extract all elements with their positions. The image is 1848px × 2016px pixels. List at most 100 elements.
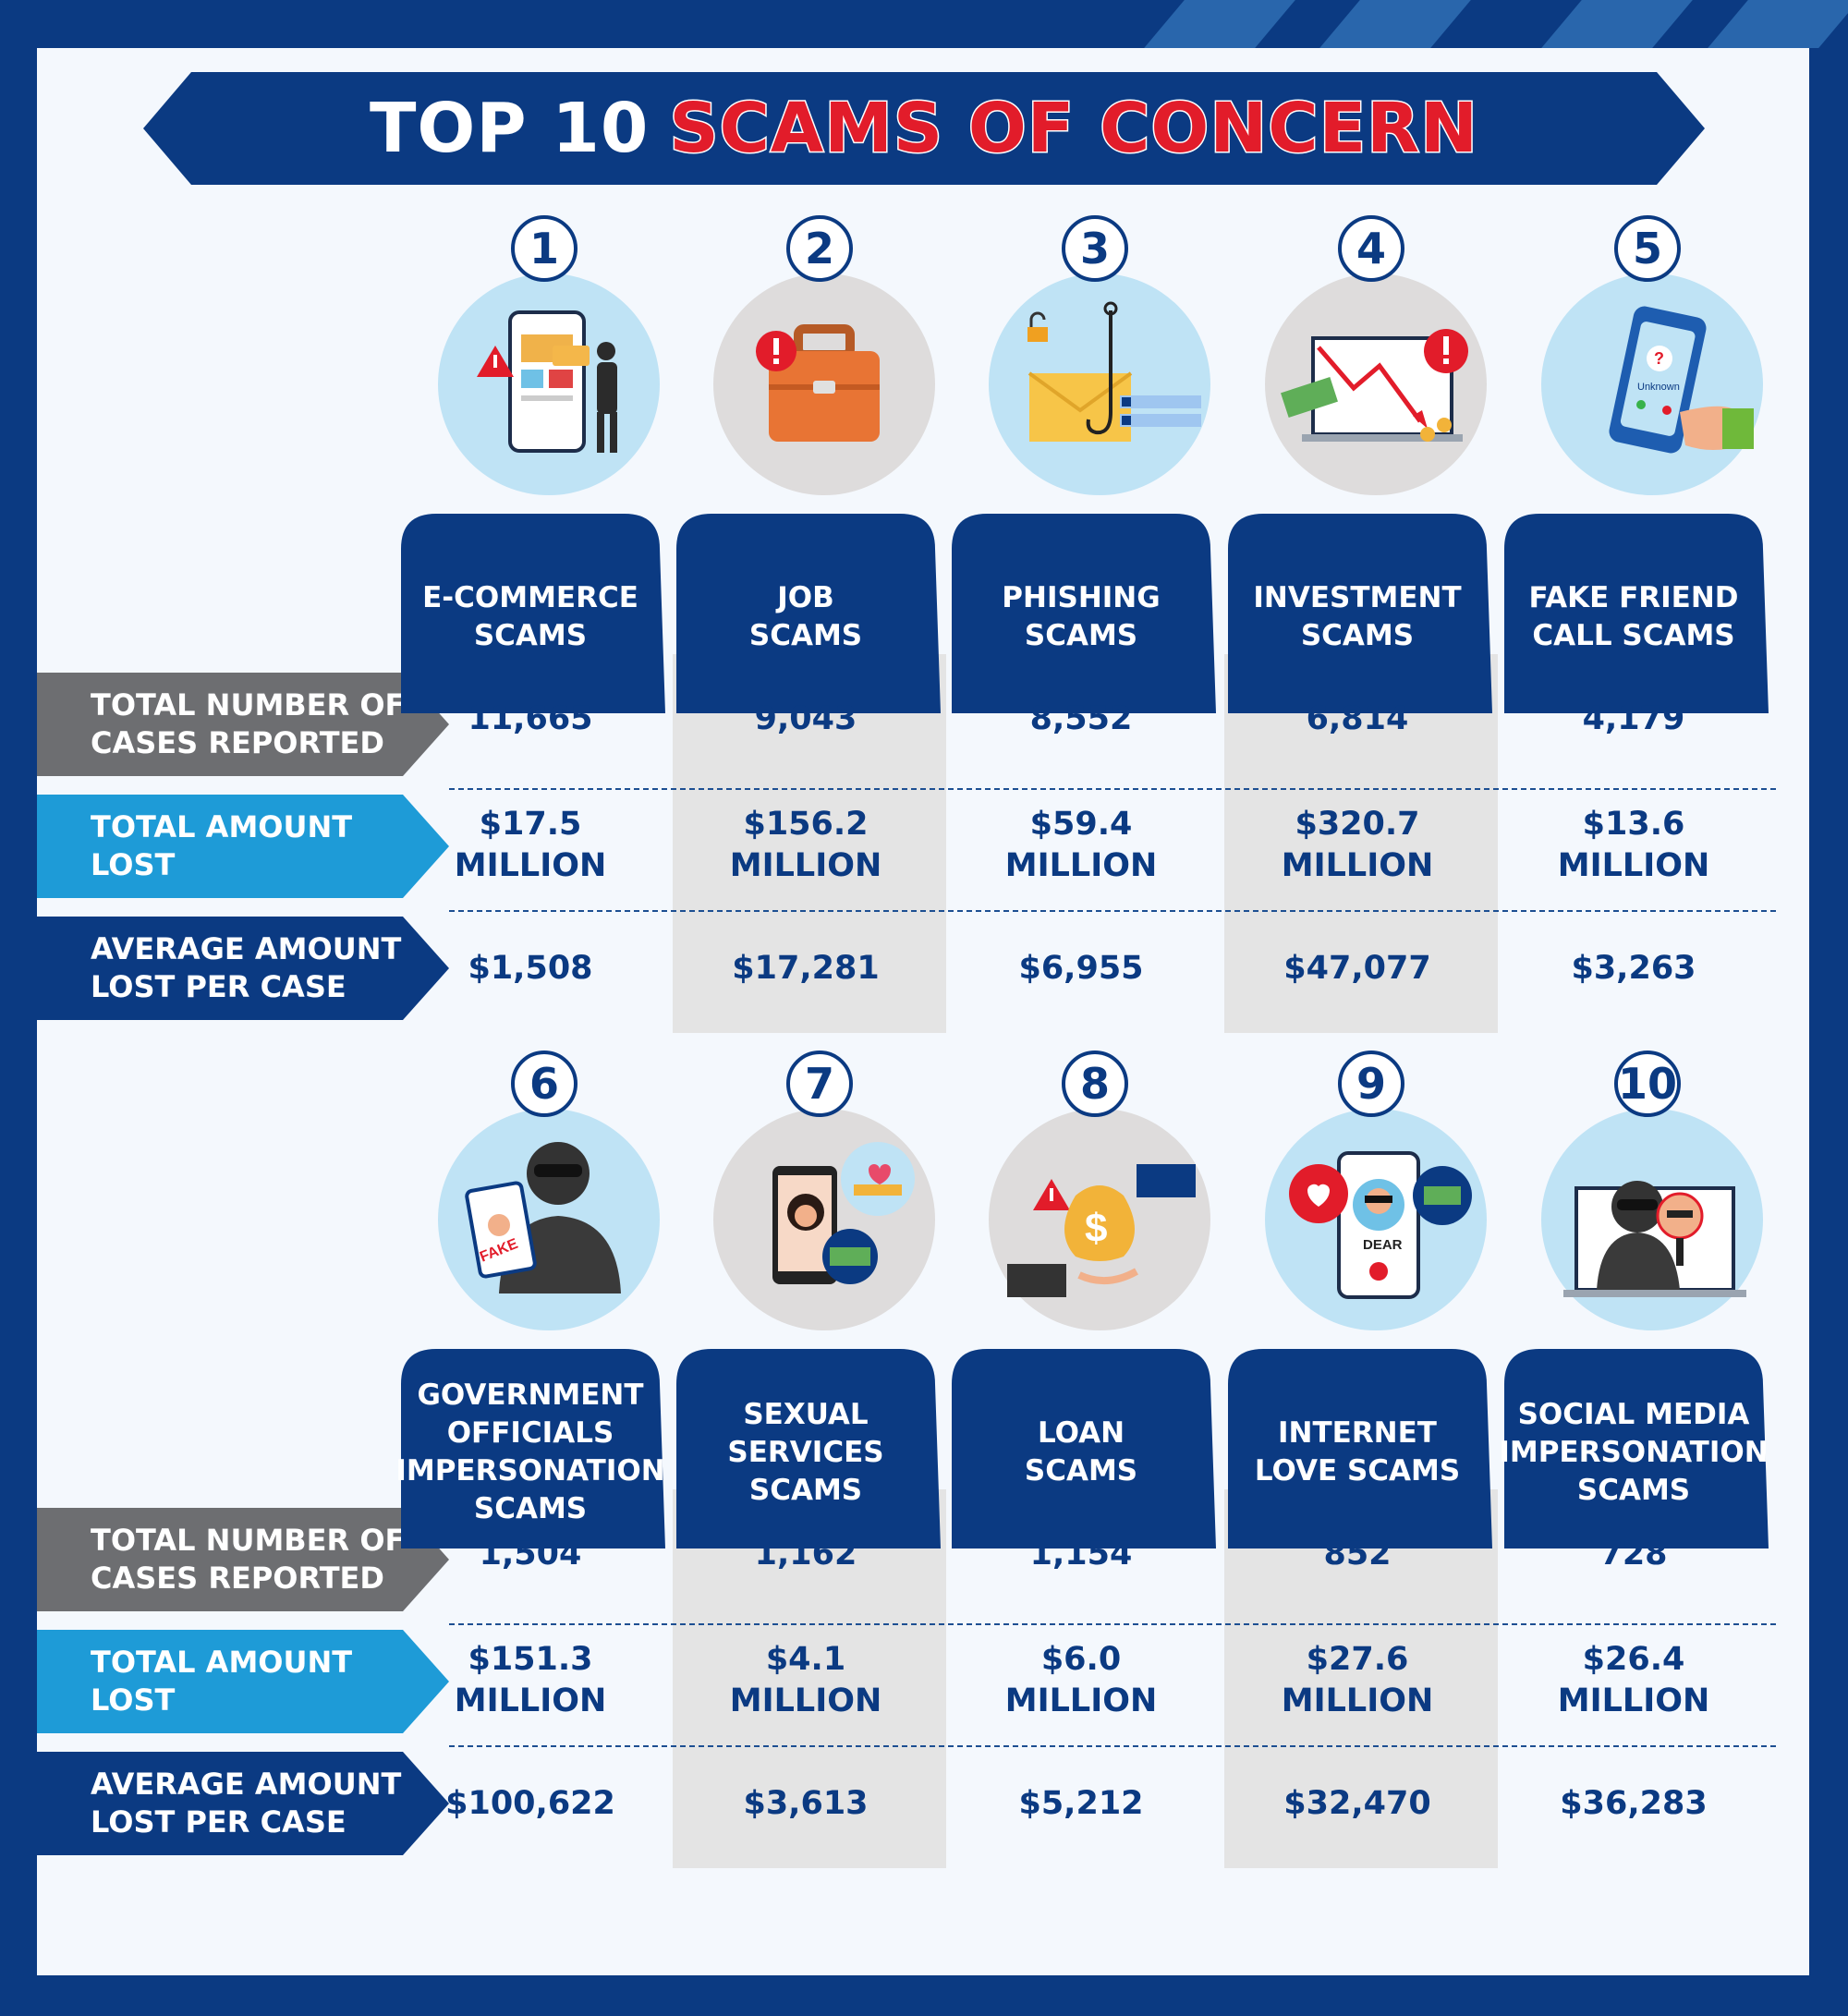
- scam-column: DEAR 9 INTERNET LOVE SCAMS: [1221, 1027, 1494, 1859]
- decor-stripe: [1144, 0, 1295, 48]
- total-cases-value: 852: [1323, 1536, 1392, 1573]
- fake-id-hacker-icon: FAKE: [438, 1109, 660, 1334]
- column-shade: [1224, 1489, 1498, 1868]
- scam-name: SEXUAL SERVICES SCAMS: [727, 1397, 884, 1507]
- love-call-phone-icon: DEAR: [1265, 1109, 1487, 1334]
- rank-badge: 10: [1614, 1051, 1681, 1117]
- average-lost-value: $1,508: [468, 950, 593, 987]
- unknown-caller-phone-icon: ? Unknown: [1541, 273, 1763, 499]
- row-label-total-cases: TOTAL NUMBER OF CASES REPORTED: [37, 1508, 449, 1611]
- row-label-average-lost: AVERAGE AMOUNT LOST PER CASE: [37, 917, 449, 1020]
- rank-badge: 6: [511, 1051, 578, 1117]
- scam-name-header: E-COMMERCE SCAMS: [394, 512, 667, 713]
- total-cases-value: 728: [1599, 1536, 1668, 1573]
- scam-name: E-COMMERCE SCAMS: [422, 581, 638, 652]
- total-cases-value: 9,043: [754, 700, 857, 737]
- average-lost-value: $100,622: [445, 1785, 615, 1822]
- scam-name: LOAN SCAMS: [1024, 1416, 1138, 1488]
- average-lost-value: $36,283: [1560, 1785, 1708, 1822]
- briefcase-icon: [713, 273, 935, 499]
- rank-badge: 1: [511, 215, 578, 282]
- scam-column: FAKE 6 GOVERNMENT OFFICIALS IMPERSONATIO…: [394, 1027, 667, 1859]
- decor-stripe: [1708, 0, 1848, 48]
- rank-badge: 4: [1338, 215, 1404, 282]
- rank-badge: 7: [786, 1051, 853, 1117]
- scam-name-header: FAKE FRIEND CALL SCAMS: [1497, 512, 1770, 713]
- svg-text:DEAR: DEAR: [1363, 1237, 1403, 1253]
- average-lost-value: $17,281: [732, 950, 880, 987]
- mask-impersonator-laptop-icon: [1541, 1109, 1763, 1334]
- total-cases-value: 1,154: [1029, 1536, 1133, 1573]
- column-shade: [673, 1489, 946, 1868]
- scam-column: 7 SEXUAL SERVICES SCAMS: [669, 1027, 942, 1859]
- decor-stripe: [1541, 0, 1693, 48]
- total-cases-value: 1,504: [479, 1536, 582, 1573]
- scam-column: $ 8 LOAN SCAMS: [944, 1027, 1218, 1859]
- total-cases-value: 8,552: [1029, 700, 1133, 737]
- rank-badge: 8: [1062, 1051, 1128, 1117]
- phone-woman-money-icon: [713, 1109, 935, 1334]
- row-divider: [449, 788, 1776, 790]
- total-cases-value: 1,162: [754, 1536, 857, 1573]
- scam-column: 2 JOB SCAMS: [669, 192, 942, 1024]
- falling-chart-laptop-icon: [1265, 273, 1487, 499]
- scam-name-header: INTERNET LOVE SCAMS: [1221, 1347, 1494, 1548]
- row-label-text: TOTAL NUMBER OF CASES REPORTED: [91, 1523, 406, 1596]
- row-label-text: AVERAGE AMOUNT LOST PER CASE: [91, 1767, 402, 1840]
- page-title: TOP 10 SCAMS OF CONCERN: [143, 72, 1705, 185]
- average-lost-value: $6,955: [1018, 950, 1144, 987]
- total-lost-value: $26.4 MILLION: [1557, 1641, 1710, 1719]
- scam-name: INVESTMENT SCAMS: [1253, 581, 1462, 652]
- row-label-text: TOTAL AMOUNT LOST: [91, 1645, 353, 1718]
- row-divider: [449, 1745, 1776, 1747]
- scam-name: JOB SCAMS: [748, 581, 863, 652]
- row-label-total-cases: TOTAL NUMBER OF CASES REPORTED: [37, 673, 449, 776]
- scam-name-header: SEXUAL SERVICES SCAMS: [669, 1347, 942, 1548]
- title-banner: TOP 10 SCAMS OF CONCERN: [143, 72, 1705, 185]
- phone-shopping-thief-icon: [438, 273, 660, 499]
- scam-name-header: JOB SCAMS: [669, 512, 942, 713]
- email-hook-icon: [989, 273, 1210, 499]
- svg-text:Unknown: Unknown: [1637, 382, 1680, 393]
- scam-name-header: SOCIAL MEDIA IMPERSONATION SCAMS: [1497, 1347, 1770, 1548]
- total-lost-value: $156.2 MILLION: [729, 806, 882, 884]
- rank-badge: 3: [1062, 215, 1128, 282]
- average-lost-value: $5,212: [1018, 1785, 1144, 1822]
- top-frame: [0, 0, 1848, 48]
- column-shade: [673, 654, 946, 1033]
- scam-name: GOVERNMENT OFFICIALS IMPERSONATION SCAMS: [395, 1378, 665, 1525]
- average-lost-value: $3,613: [743, 1785, 869, 1822]
- total-lost-value: $320.7 MILLION: [1281, 806, 1434, 884]
- row-divider: [449, 910, 1776, 912]
- rank-badge: 5: [1614, 215, 1681, 282]
- scam-column: 3 PHISHING SCAMS: [944, 192, 1218, 1024]
- total-lost-value: $59.4 MILLION: [1004, 806, 1158, 884]
- row-label-text: AVERAGE AMOUNT LOST PER CASE: [91, 931, 402, 1004]
- total-lost-value: $17.5 MILLION: [454, 806, 607, 884]
- total-cases-value: 11,665: [468, 700, 593, 737]
- scam-column: ? Unknown 5 FAKE FRIEND CALL SCAMS: [1497, 192, 1770, 1024]
- total-lost-value: $151.3 MILLION: [454, 1641, 607, 1719]
- row-label-total-lost: TOTAL AMOUNT LOST: [37, 795, 449, 898]
- average-lost-value: $3,263: [1571, 950, 1696, 987]
- row-divider: [449, 1623, 1776, 1625]
- row-label-total-lost: TOTAL AMOUNT LOST: [37, 1630, 449, 1733]
- scam-column: 4 INVESTMENT SCAMS: [1221, 192, 1494, 1024]
- scam-column: 10 SOCIAL MEDIA IMPERSONATION SCAMS: [1497, 1027, 1770, 1859]
- scam-column: 1 E-COMMERCE SCAMS: [394, 192, 667, 1024]
- scam-name: FAKE FRIEND CALL SCAMS: [1528, 581, 1739, 652]
- row-label-average-lost: AVERAGE AMOUNT LOST PER CASE: [37, 1752, 449, 1855]
- scam-name-header: LOAN SCAMS: [944, 1347, 1218, 1548]
- rank-badge: 9: [1338, 1051, 1404, 1117]
- row-label-text: TOTAL AMOUNT LOST: [91, 809, 353, 882]
- decor-stripe: [1319, 0, 1471, 48]
- column-shade: [1224, 654, 1498, 1033]
- rank-badge: 2: [786, 215, 853, 282]
- total-cases-value: 4,179: [1582, 700, 1685, 737]
- average-lost-value: $32,470: [1283, 1785, 1431, 1822]
- scam-name: SOCIAL MEDIA IMPERSONATION SCAMS: [1499, 1397, 1769, 1507]
- total-lost-value: $27.6 MILLION: [1281, 1641, 1434, 1719]
- total-lost-value: $4.1 MILLION: [729, 1641, 882, 1719]
- scam-name-header: GOVERNMENT OFFICIALS IMPERSONATION SCAMS: [394, 1347, 667, 1548]
- average-lost-value: $47,077: [1283, 950, 1431, 987]
